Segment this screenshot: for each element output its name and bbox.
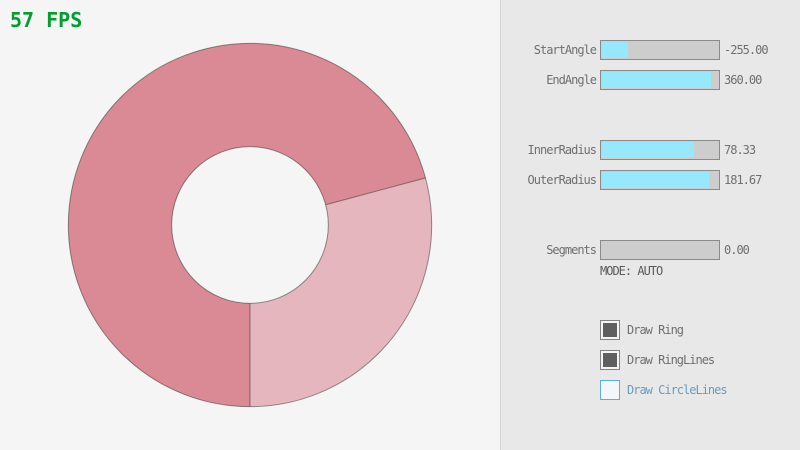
draw-ringlines-check-mark bbox=[603, 353, 617, 367]
inner-radius-slider-fill bbox=[602, 142, 695, 158]
start-angle-value: -255.00 bbox=[724, 43, 769, 57]
ring-startcap-line bbox=[325, 177, 426, 206]
outer-radius-label: OuterRadius bbox=[527, 173, 597, 187]
end-angle-slider-fill bbox=[602, 72, 711, 88]
outer-radius-value: 181.67 bbox=[724, 173, 762, 187]
inner-radius-label: InnerRadius bbox=[527, 143, 597, 157]
inner-radius-slider[interactable] bbox=[600, 140, 720, 160]
draw-ring-label[interactable]: Draw Ring bbox=[627, 323, 684, 337]
end-angle-value: 360.00 bbox=[724, 73, 762, 87]
draw-circlelines-checkbox[interactable] bbox=[600, 380, 620, 400]
start-angle-slider-fill bbox=[602, 42, 628, 58]
inner-radius-value: 78.33 bbox=[724, 143, 756, 157]
segments-value: 0.00 bbox=[724, 243, 750, 257]
segments-label: Segments bbox=[546, 243, 597, 257]
segments-slider[interactable] bbox=[600, 240, 720, 260]
start-angle-slider[interactable] bbox=[600, 40, 720, 60]
ring-inner-line bbox=[171, 146, 329, 304]
draw-ring-checkbox[interactable] bbox=[600, 320, 620, 340]
segments-mode-text: MODE: AUTO bbox=[600, 264, 663, 278]
draw-ringlines-checkbox[interactable] bbox=[600, 350, 620, 370]
ring-segment-single bbox=[250, 177, 432, 407]
ring-lines bbox=[67, 42, 433, 408]
end-angle-label: EndAngle bbox=[546, 73, 597, 87]
start-angle-label: StartAngle bbox=[533, 43, 597, 57]
panel-divider bbox=[500, 0, 501, 450]
draw-ringlines-label[interactable]: Draw RingLines bbox=[627, 353, 715, 367]
fps-counter: 57 FPS bbox=[10, 8, 83, 32]
draw-circlelines-label[interactable]: Draw CircleLines bbox=[627, 383, 728, 397]
outer-radius-slider-fill bbox=[602, 172, 710, 188]
ring-segment-overlap bbox=[68, 43, 426, 407]
ring-outer-line bbox=[67, 42, 433, 408]
outer-radius-slider[interactable] bbox=[600, 170, 720, 190]
draw-ring-check-mark bbox=[603, 323, 617, 337]
end-angle-slider[interactable] bbox=[600, 70, 720, 90]
